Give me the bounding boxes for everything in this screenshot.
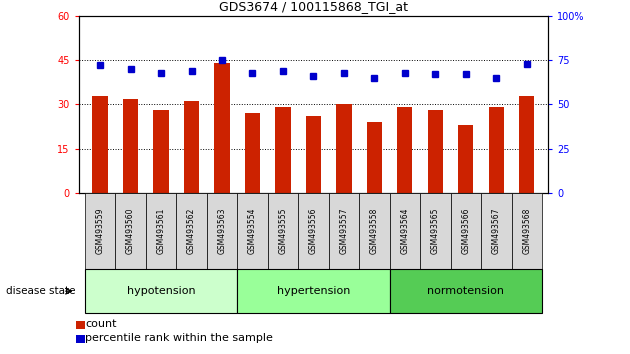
Bar [512,193,542,269]
Bar [176,193,207,269]
Bar [450,193,481,269]
Bar [146,193,176,269]
Bar [367,122,382,193]
Text: GSM493564: GSM493564 [400,208,410,254]
Bar [458,125,473,193]
Text: hypotension: hypotension [127,286,195,296]
Bar [154,110,169,193]
Text: GSM493558: GSM493558 [370,208,379,254]
Bar [238,269,389,313]
Text: GSM493563: GSM493563 [217,208,227,254]
Bar [123,98,138,193]
Text: GSM493562: GSM493562 [187,208,196,254]
Bar [428,110,443,193]
Text: GSM493560: GSM493560 [126,208,135,254]
Text: percentile rank within the sample: percentile rank within the sample [85,333,273,343]
Bar [245,113,260,193]
Bar [115,193,146,269]
Text: GSM493561: GSM493561 [156,208,166,254]
Text: GSM493555: GSM493555 [278,208,287,254]
Bar [85,269,238,313]
Text: normotension: normotension [427,286,504,296]
Text: GSM493567: GSM493567 [492,208,501,254]
Bar [298,193,329,269]
Bar [481,193,512,269]
Text: GSM493554: GSM493554 [248,208,257,254]
Text: hypertension: hypertension [277,286,350,296]
Bar [268,193,298,269]
Text: GSM493566: GSM493566 [461,208,471,254]
Text: GSM493556: GSM493556 [309,208,318,254]
Text: count: count [85,319,117,329]
Bar [275,107,290,193]
Text: GSM493568: GSM493568 [522,208,531,254]
Bar [306,116,321,193]
Text: GSM493565: GSM493565 [431,208,440,254]
Text: GSM493557: GSM493557 [340,208,348,254]
Bar [389,269,542,313]
Bar [214,63,229,193]
Title: GDS3674 / 100115868_TGI_at: GDS3674 / 100115868_TGI_at [219,0,408,13]
Bar [359,193,389,269]
Bar [398,107,413,193]
Bar [519,96,534,193]
Text: disease state: disease state [6,286,76,296]
Text: GSM493559: GSM493559 [96,208,105,254]
Bar [184,102,199,193]
Bar [207,193,238,269]
Bar [85,193,115,269]
Bar [389,193,420,269]
Bar [93,96,108,193]
Bar [238,193,268,269]
Bar [329,193,359,269]
Bar [489,107,504,193]
Bar [336,104,352,193]
Bar [420,193,450,269]
